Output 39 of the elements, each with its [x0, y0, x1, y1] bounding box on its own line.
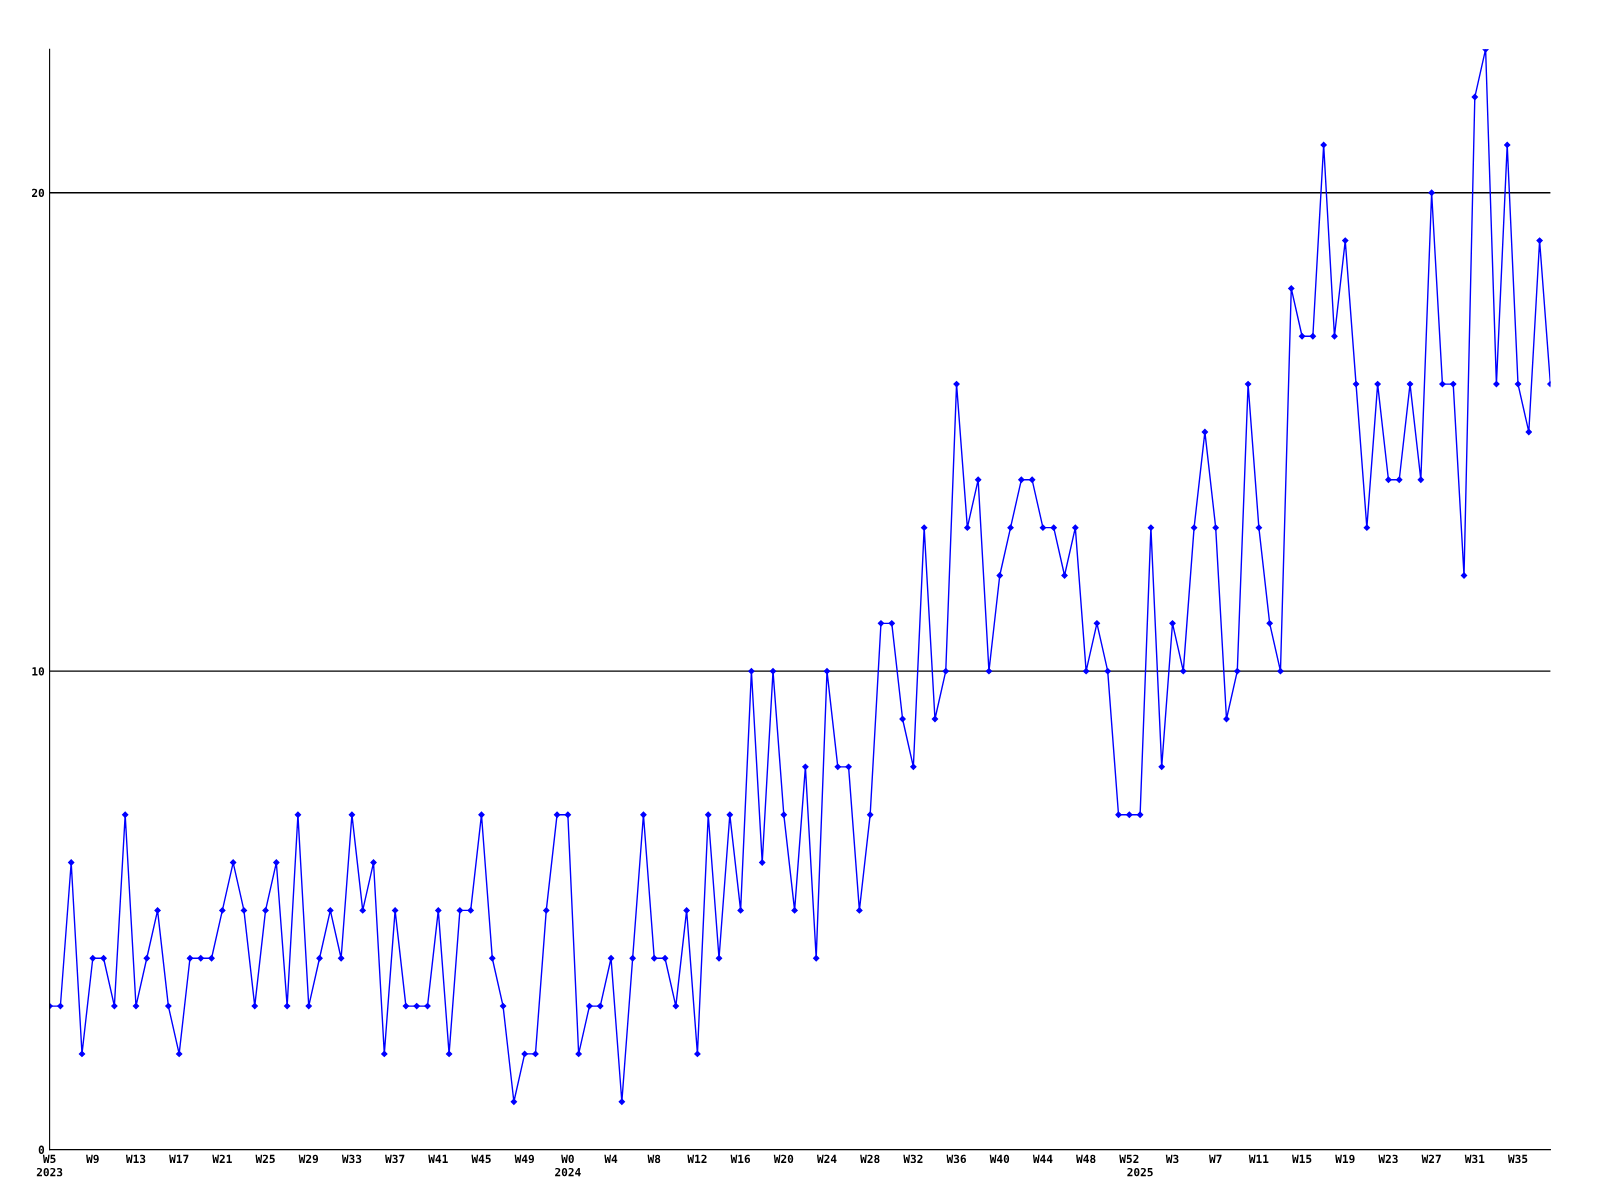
x-tick-label: W0 2024 — [555, 1154, 581, 1177]
x-tick-label: W37 — [385, 1154, 405, 1164]
x-tick-label: W32 — [903, 1154, 923, 1164]
x-tick-label: W23 — [1378, 1154, 1398, 1164]
x-tick-label: W45 — [471, 1154, 491, 1164]
x-tick-label: W12 — [687, 1154, 707, 1163]
x-tick-label: W8 — [647, 1154, 661, 1164]
x-tick-label: W48 — [1076, 1154, 1096, 1164]
x-tick-label: W29 — [298, 1154, 319, 1164]
x-tick-label: W7 — [1209, 1154, 1222, 1163]
x-tick-label: W9 — [86, 1154, 99, 1164]
x-tick-label: W49 — [514, 1154, 534, 1164]
y-tick-label: 0 — [38, 1145, 45, 1154]
x-tick-label: W15 — [1292, 1154, 1312, 1164]
x-tick-label: W33 — [341, 1154, 362, 1164]
x-tick-label: W19 — [1335, 1154, 1355, 1164]
x-tick-label: W44 — [1032, 1154, 1053, 1163]
x-tick-label: W40 — [989, 1154, 1010, 1164]
x-tick-label: W4 — [604, 1154, 618, 1163]
x-tick-label: 2025 — [1127, 1167, 1153, 1177]
x-tick-label: W31 — [1464, 1154, 1485, 1164]
y-tick-label: 20 — [31, 188, 45, 198]
x-tick-label: W35 — [1507, 1154, 1528, 1164]
x-tick-label: W3 — [1165, 1154, 1179, 1164]
x-tick-label: W24 — [816, 1154, 837, 1163]
x-tick-label: W17 — [169, 1154, 189, 1163]
x-tick-label: W13 — [125, 1154, 146, 1164]
x-tick-label: W25 — [255, 1154, 275, 1164]
x-tick-label: W52 — [1119, 1154, 1139, 1164]
x-tick-label: W36 — [946, 1154, 966, 1164]
x-tick-label: W20 — [773, 1154, 794, 1164]
x-tick-label: W27 — [1421, 1154, 1441, 1163]
x-tick-label: W5 2023 — [36, 1154, 63, 1177]
x-tick-label: W28 — [860, 1154, 880, 1164]
x-tick-label: W16 — [730, 1154, 751, 1164]
x-tick-label: W11 — [1248, 1154, 1269, 1163]
y-tick-label: 10 — [32, 667, 45, 676]
x-tick-label: W21 — [212, 1154, 232, 1163]
x-tick-label: W41 — [428, 1154, 448, 1163]
